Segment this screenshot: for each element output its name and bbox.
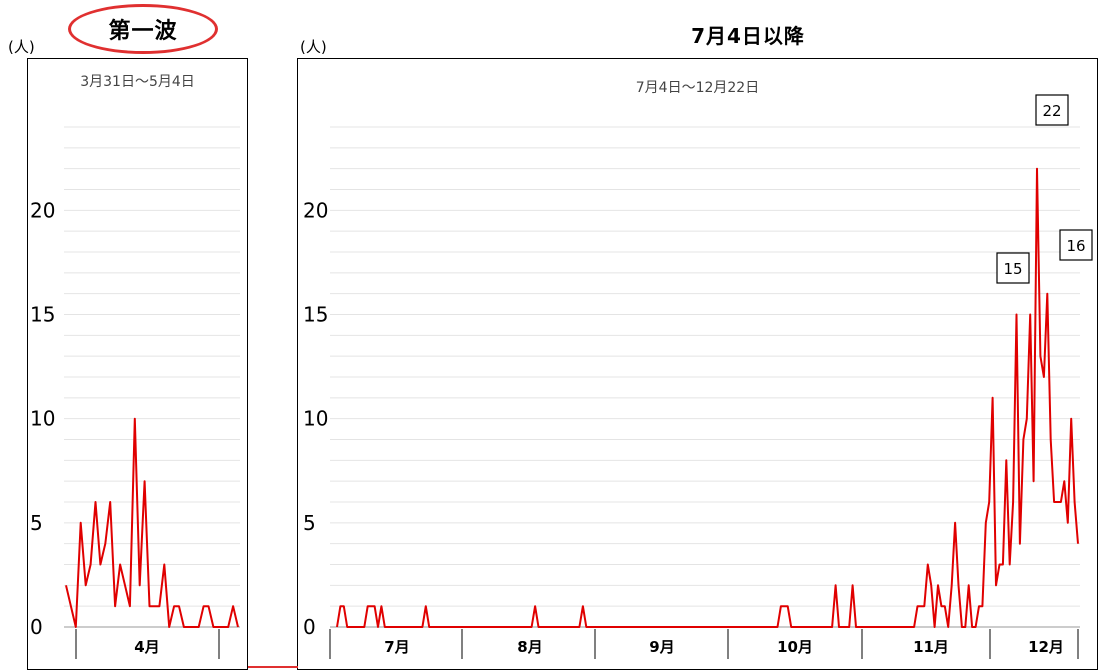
right-chart-title: 7月4日以降: [691, 24, 805, 48]
right-y-tick-label: 0: [303, 615, 316, 639]
right-annotation-box: [996, 252, 1030, 284]
right-chart-panel: 7月4日～12月22日: [297, 58, 1098, 670]
right-x-group-label: 7月: [384, 638, 409, 656]
right-x-group-label: 11月: [913, 638, 949, 656]
right-annotation-box: [1035, 94, 1069, 126]
right-y-tick-label: 5: [303, 511, 316, 535]
left-unit-label: (人): [8, 38, 35, 56]
left-y-tick-label: 0: [30, 615, 43, 639]
right-x-group-label: 8月: [517, 638, 542, 656]
right-y-tick-label: 10: [303, 407, 328, 431]
right-y-tick-label: 20: [303, 198, 328, 222]
right-annotation-label: 22: [1042, 102, 1061, 120]
right-unit-label: (人): [300, 38, 327, 56]
right-chart-subtitle: 7月4日～12月22日: [635, 80, 760, 96]
connector-line: [248, 666, 298, 668]
left-y-tick-label: 15: [30, 303, 55, 327]
left-title-highlight-ellipse: [68, 4, 218, 54]
right-annotation-label: 15: [1003, 260, 1022, 278]
left-chart-subtitle: 3月31日～5月4日: [80, 74, 195, 90]
left-x-group-label: 4月: [134, 638, 159, 656]
right-annotation-label: 16: [1066, 237, 1085, 255]
right-x-group-label: 10月: [777, 638, 813, 656]
right-x-group-label: 9月: [649, 638, 674, 656]
right-x-group-label: 12月: [1028, 638, 1064, 656]
right-series-line: [336, 167, 1079, 628]
left-y-tick-label: 20: [30, 198, 55, 222]
left-chart-title: 第一波: [108, 19, 178, 44]
left-chart-panel: 3月31日～5月4日: [27, 58, 248, 670]
right-annotation-box: [1059, 229, 1093, 261]
left-series-line: [65, 417, 239, 628]
right-y-tick-label: 15: [303, 303, 328, 327]
left-y-tick-label: 10: [30, 407, 55, 431]
left-y-tick-label: 5: [30, 511, 43, 535]
